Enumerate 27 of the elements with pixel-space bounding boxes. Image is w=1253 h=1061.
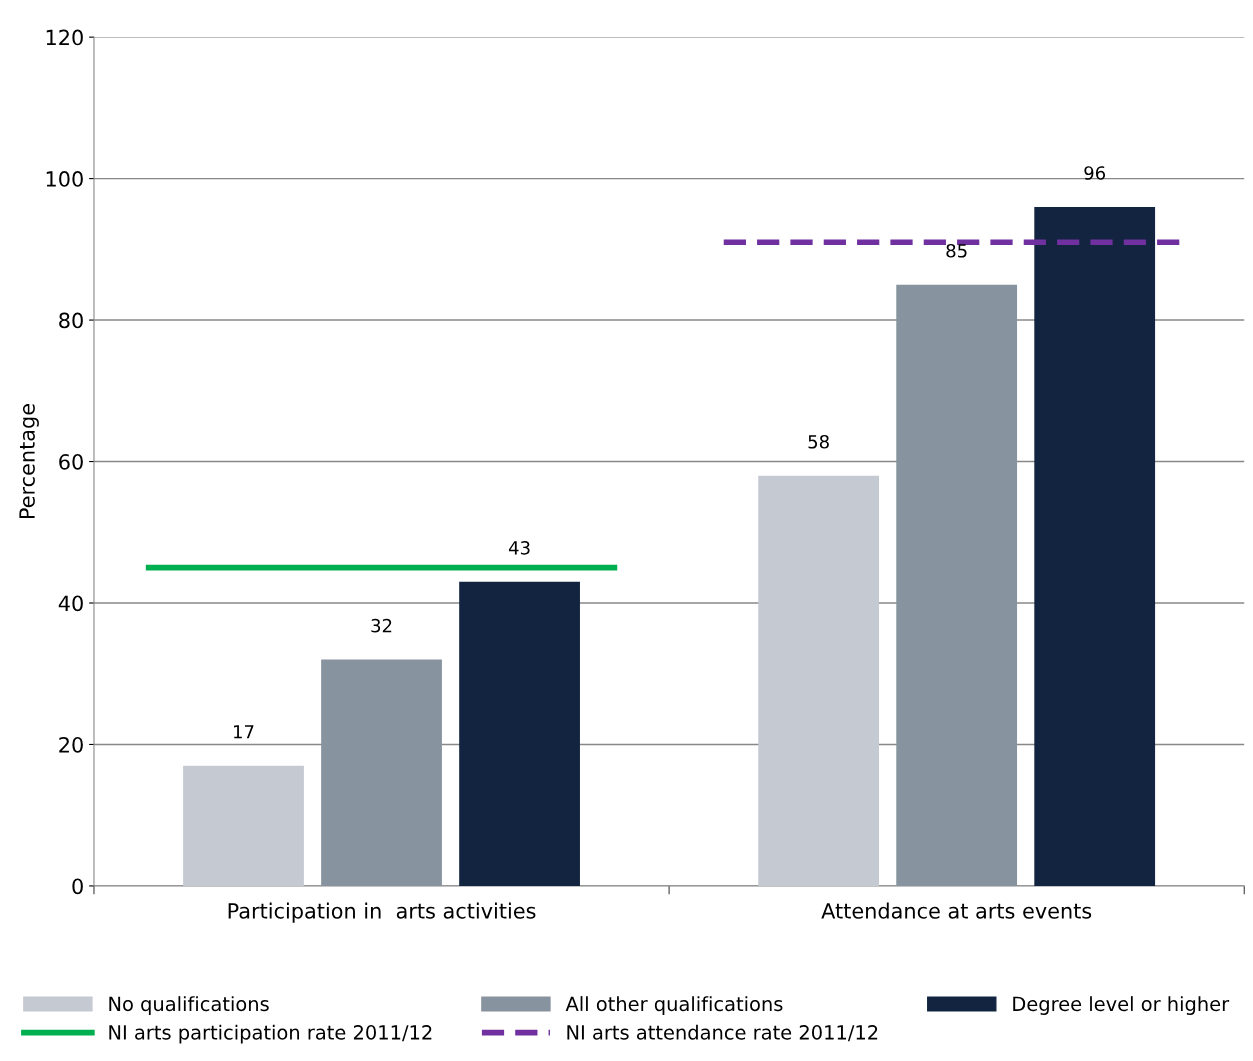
bar	[183, 765, 304, 886]
y-tick-label: 80	[59, 312, 83, 329]
bar	[321, 659, 442, 886]
y-tick-label: 120	[46, 29, 83, 46]
y-tick-label: 100	[46, 171, 83, 187]
data-label: 58	[808, 434, 829, 449]
legend-label: Degree level or higher	[1013, 996, 1230, 1015]
x-tick-label: Participation in arts activities	[228, 902, 536, 923]
y-tick-label: 0	[72, 878, 83, 895]
y-tick-label: 40	[58, 595, 83, 612]
y-tick-label: 60	[59, 453, 83, 470]
data-label: 85	[946, 243, 967, 258]
legend-label: All other qualifications	[565, 996, 783, 1015]
legend-label: NI arts attendance rate 2011/12	[567, 1024, 878, 1042]
data-label: 17	[234, 725, 254, 739]
data-label: 96	[1084, 166, 1106, 180]
y-axis-title: Percentage	[19, 404, 39, 519]
legend-label: NI arts participation rate 2011/12	[109, 1024, 432, 1044]
data-label: 32	[371, 618, 392, 633]
bar	[1034, 206, 1156, 886]
x-tick-label: Attendance at arts events	[821, 902, 1092, 919]
bar	[459, 581, 580, 886]
y-tick-label: 20	[59, 736, 83, 753]
data-label: 43	[508, 541, 530, 555]
bar	[758, 475, 880, 886]
bar	[896, 284, 1018, 886]
legend-label: No qualifications	[109, 996, 269, 1015]
